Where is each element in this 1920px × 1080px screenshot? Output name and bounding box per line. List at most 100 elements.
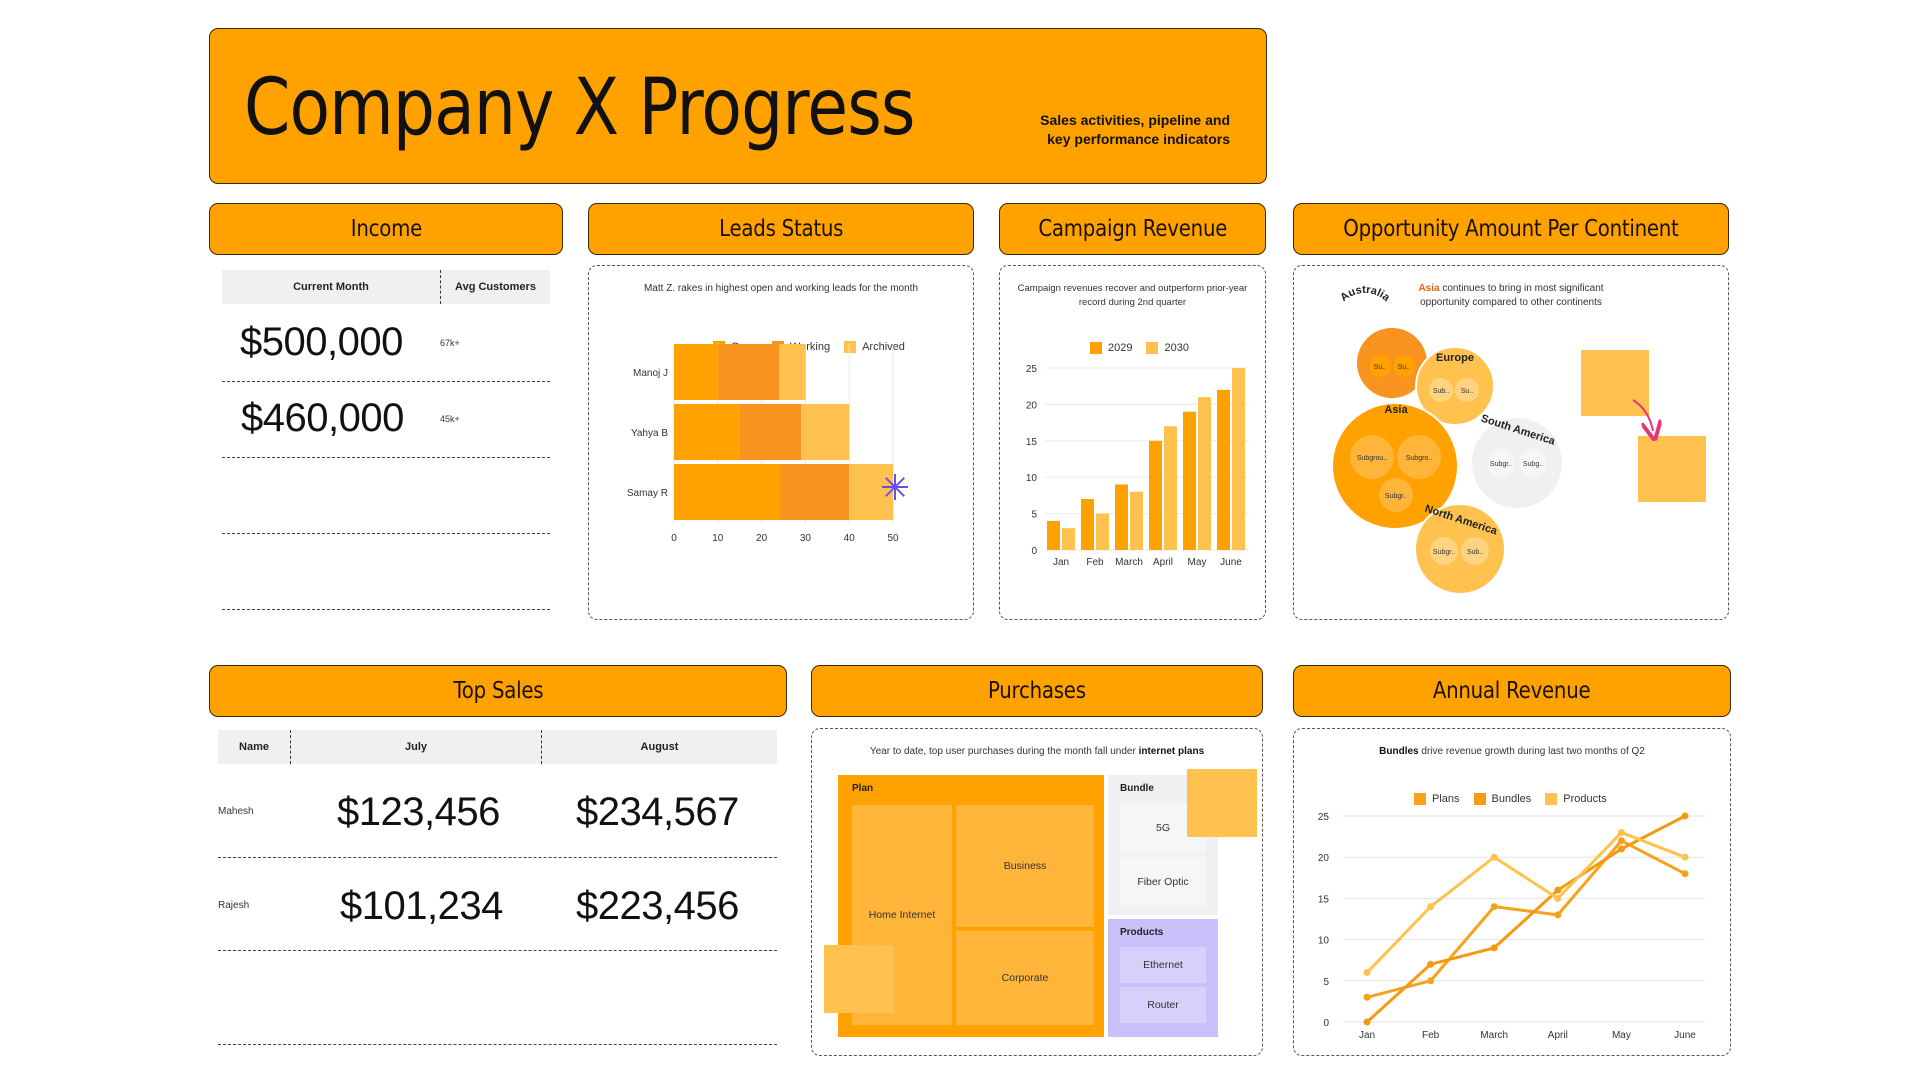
y-tick-label: 20: [1317, 853, 1329, 864]
x-tick-label: 0: [671, 533, 677, 544]
bar-archived: [848, 463, 893, 520]
bar-2030: [1197, 396, 1211, 550]
x-tick-label: 40: [843, 533, 855, 544]
annual-header: Annual Revenue: [1293, 665, 1731, 717]
category-label: Manoj J: [632, 368, 667, 379]
leads-header: Leads Status: [588, 203, 974, 255]
campaign-header: Campaign Revenue: [999, 203, 1266, 255]
purchases-header: Purchases: [811, 665, 1263, 717]
legend-2029: 2029: [1090, 342, 1132, 354]
sticky-note[interactable]: [1637, 435, 1706, 502]
data-point: [1426, 976, 1434, 984]
x-tick-label: 50: [887, 533, 899, 544]
bar-2030: [1231, 367, 1245, 550]
opportunity-panel: Asia continues to bring in most signific…: [1293, 265, 1729, 620]
data-point: [1617, 828, 1625, 836]
sales-name-1: Mahesh: [218, 806, 254, 817]
data-point: [1553, 894, 1561, 902]
bar-open: [673, 343, 718, 400]
bar-archived: [800, 403, 849, 460]
legend-bundles: Bundles: [1473, 793, 1531, 805]
y-tick-label: 10: [1025, 473, 1037, 484]
bar-2029: [1182, 411, 1196, 550]
series-line-products: [1365, 830, 1686, 974]
svg-text:Su..: Su..: [1373, 364, 1386, 371]
legend-products: Products: [1545, 793, 1607, 805]
tile-ethernet[interactable]: Ethernet: [1120, 947, 1206, 983]
opportunity-header: Opportunity Amount Per Continent: [1293, 203, 1729, 255]
bubble-north-america: Subgr.. Sub.. North America: [1413, 502, 1506, 595]
income-amount-2: $460,000: [241, 396, 404, 440]
bar-open: [673, 403, 740, 460]
income-col-current: Current Month: [293, 281, 369, 293]
purchases-caption: Year to date, top user purchases during …: [869, 746, 1205, 757]
campaign-panel: Campaign revenues recover and outperform…: [999, 265, 1266, 620]
y-tick-label: 25: [1317, 812, 1329, 823]
sticky-note[interactable]: [1580, 349, 1649, 416]
page-title: Company X Progress: [244, 63, 915, 153]
bar-2029: [1216, 389, 1230, 550]
data-point: [1617, 844, 1625, 852]
column-divider: [541, 730, 542, 764]
svg-text:Subgr..: Subgr..: [1489, 461, 1511, 468]
sales-july-1: $123,456: [337, 790, 500, 834]
tile-fiber-optic[interactable]: Fiber Optic: [1120, 857, 1206, 907]
x-tick-label: May: [1187, 557, 1206, 568]
svg-text:Su..: Su..: [1460, 388, 1473, 395]
tile-router[interactable]: Router: [1120, 987, 1206, 1023]
leads-caption: Matt Z. rakes in highest open and workin…: [643, 283, 919, 294]
y-tick-label: 0: [1031, 546, 1037, 557]
sales-july-2: $101,234: [340, 884, 503, 928]
bar-archived: [778, 343, 805, 400]
tile-corporate[interactable]: Corporate: [956, 931, 1094, 1025]
data-point: [1490, 943, 1498, 951]
income-col-avg: Avg Customers: [455, 281, 536, 293]
svg-text:Subgr..: Subgr..: [1384, 493, 1406, 500]
y-tick-label: 10: [1317, 935, 1329, 946]
campaign-legend: 2029 2030: [1090, 342, 1189, 354]
x-tick-label: 30: [799, 533, 811, 544]
y-tick-label: 20: [1025, 400, 1037, 411]
income-row-divider: [222, 533, 550, 534]
y-tick-label: 25: [1025, 364, 1037, 375]
annual-chart: 0 5 10 15 20 25 Jan Feb March April May June: [1317, 812, 1705, 1041]
x-tick-label: Feb: [1086, 557, 1104, 568]
category-label: Samay R: [626, 488, 667, 499]
col-name: Name: [239, 741, 269, 753]
x-tick-label: April: [1547, 1030, 1567, 1041]
top-sales-title: Top Sales: [452, 678, 544, 704]
data-point: [1490, 902, 1498, 910]
data-point: [1553, 886, 1561, 894]
bubble-chart: Su.. Su.. Australia Sub.. Su.. Europe Su…: [1330, 283, 1706, 595]
income-table-header: Current Month Avg Customers: [222, 270, 550, 304]
income-row-divider: [222, 381, 550, 382]
y-tick-label: 15: [1317, 894, 1329, 905]
bubble-south-america: Subgr.. Subg.. South America: [1469, 412, 1564, 510]
series-line-bundles: [1365, 814, 1686, 1023]
sticky-note[interactable]: [824, 945, 894, 1013]
sticky-note[interactable]: [1187, 769, 1257, 837]
income-row-divider: [222, 609, 550, 610]
bundle-label: Bundle: [1120, 783, 1154, 794]
data-point: [1617, 836, 1625, 844]
series-line-plans: [1366, 838, 1686, 999]
x-tick-label: May: [1611, 1030, 1630, 1041]
category-label: Yahya B: [630, 428, 667, 439]
svg-text:Subgro..: Subgro..: [1405, 455, 1432, 462]
income-title: Income: [350, 216, 422, 242]
tile-business[interactable]: Business: [956, 805, 1094, 927]
svg-text:Asia: Asia: [1384, 404, 1408, 416]
x-tick-label: Feb: [1421, 1030, 1439, 1041]
campaign-caption: Campaign revenues recover and outperform…: [1017, 283, 1248, 308]
bar-working: [778, 463, 849, 520]
x-tick-label: June: [1674, 1030, 1696, 1041]
sparkle-ray: [884, 476, 905, 497]
x-tick-label: 20: [756, 533, 768, 544]
leads-chart: 0 10 20 30 40 50 Manoj J Yahya B Samay R: [626, 342, 908, 544]
column-divider: [290, 730, 291, 764]
bubble-asia: Subgrou.. Subgro.. Subgr.. Asia: [1330, 401, 1459, 530]
income-header: Income: [209, 203, 563, 255]
x-tick-label: March: [1480, 1030, 1508, 1041]
svg-text:Su..: Su..: [1397, 364, 1410, 371]
svg-text:Subg..: Subg..: [1522, 461, 1542, 468]
